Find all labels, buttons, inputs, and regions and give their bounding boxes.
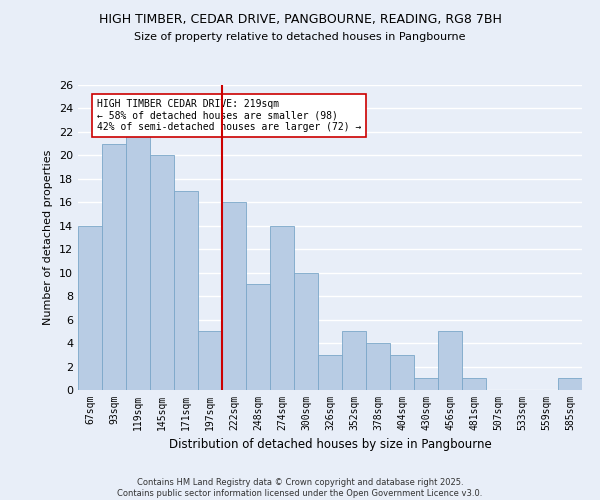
Bar xyxy=(294,272,318,390)
Bar xyxy=(174,190,198,390)
Bar xyxy=(126,132,150,390)
Bar xyxy=(198,332,222,390)
Bar xyxy=(366,343,390,390)
Bar xyxy=(150,156,174,390)
Text: HIGH TIMBER CEDAR DRIVE: 219sqm
← 58% of detached houses are smaller (98)
42% of: HIGH TIMBER CEDAR DRIVE: 219sqm ← 58% of… xyxy=(97,99,362,132)
Text: Size of property relative to detached houses in Pangbourne: Size of property relative to detached ho… xyxy=(134,32,466,42)
Bar xyxy=(270,226,294,390)
Text: HIGH TIMBER, CEDAR DRIVE, PANGBOURNE, READING, RG8 7BH: HIGH TIMBER, CEDAR DRIVE, PANGBOURNE, RE… xyxy=(98,12,502,26)
Bar xyxy=(462,378,486,390)
Bar xyxy=(318,355,342,390)
Bar xyxy=(102,144,126,390)
Y-axis label: Number of detached properties: Number of detached properties xyxy=(43,150,53,325)
Bar xyxy=(342,332,366,390)
Bar xyxy=(558,378,582,390)
Bar xyxy=(390,355,414,390)
Text: Contains HM Land Registry data © Crown copyright and database right 2025.
Contai: Contains HM Land Registry data © Crown c… xyxy=(118,478,482,498)
Bar xyxy=(78,226,102,390)
X-axis label: Distribution of detached houses by size in Pangbourne: Distribution of detached houses by size … xyxy=(169,438,491,452)
Bar xyxy=(414,378,438,390)
Bar xyxy=(222,202,246,390)
Bar xyxy=(438,332,462,390)
Bar xyxy=(246,284,270,390)
